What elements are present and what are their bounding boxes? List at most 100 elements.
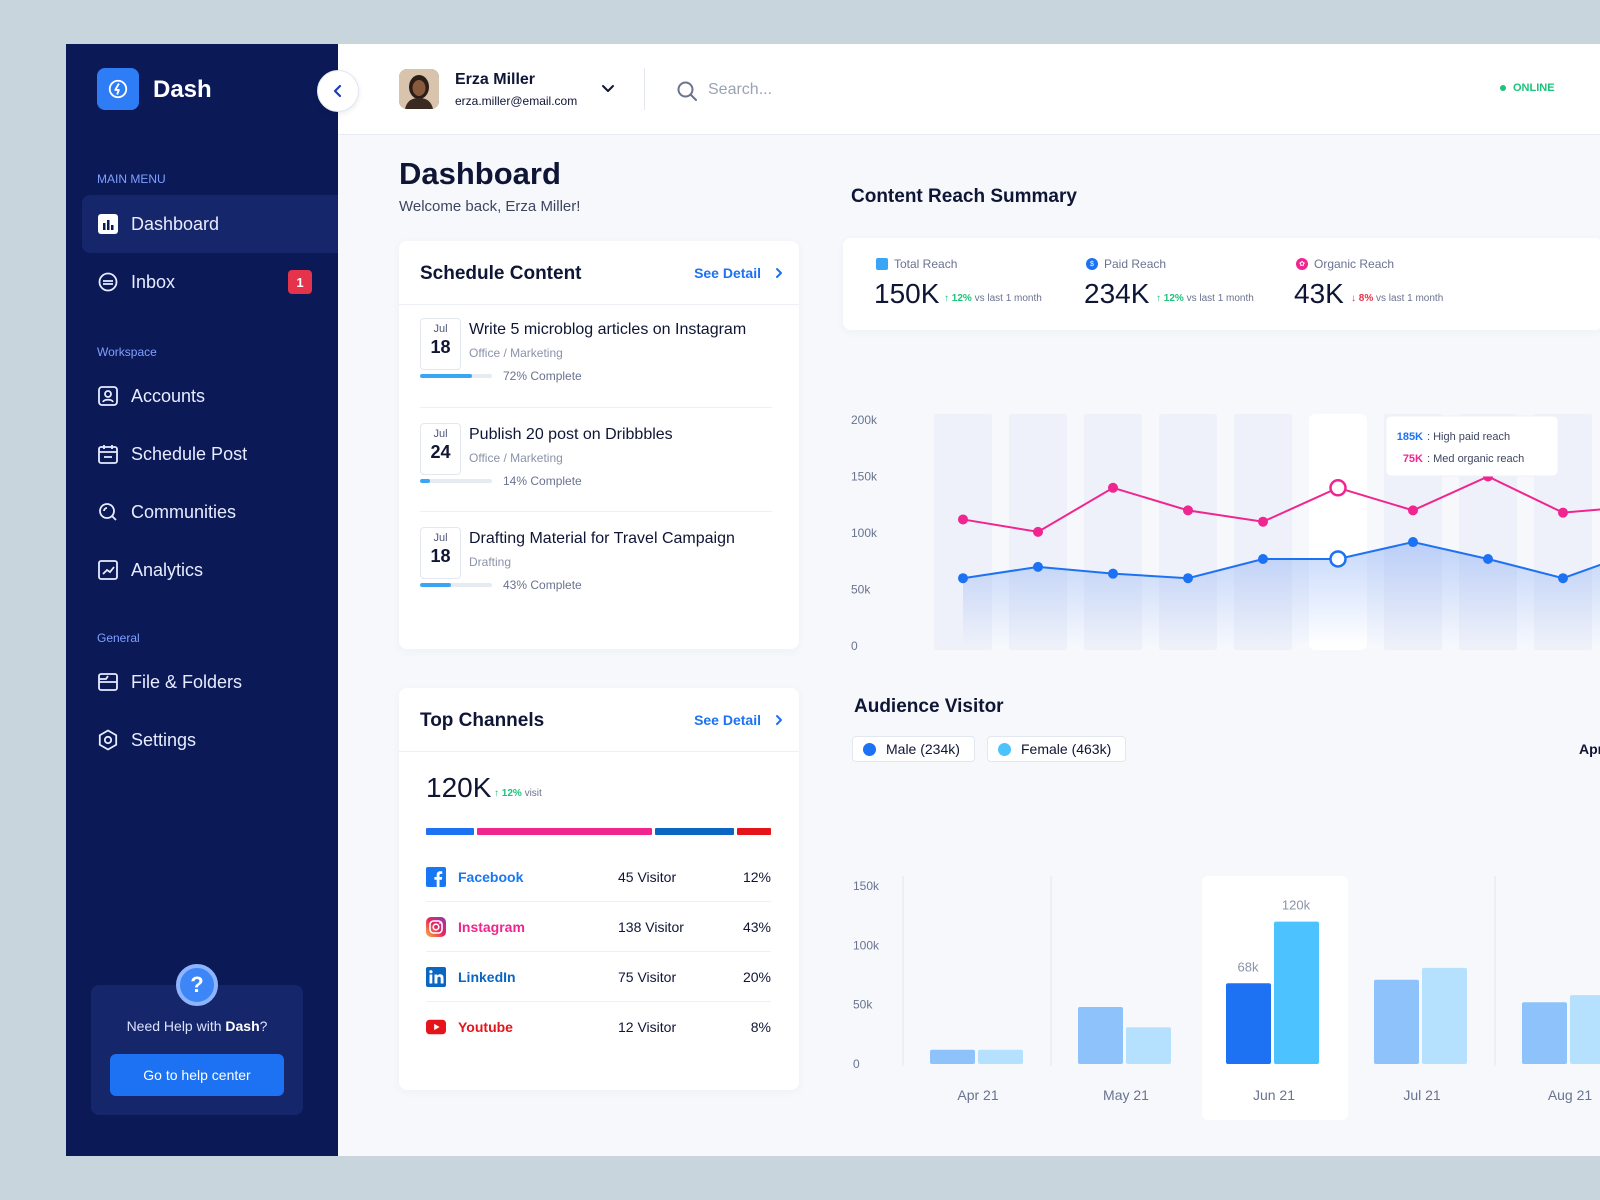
task-progress-label: 72% Complete bbox=[503, 369, 582, 383]
channel-visitors: 45 Visitor bbox=[618, 868, 677, 885]
share-segment-instagram bbox=[477, 828, 652, 835]
channel-row-instagram[interactable]: Instagram 138 Visitor 43% bbox=[426, 902, 771, 952]
legend-male[interactable]: Male (234k) bbox=[852, 736, 975, 762]
task-progress-label: 43% Complete bbox=[503, 578, 582, 592]
schedule-task[interactable]: Jul 18 Drafting Material for Travel Campa… bbox=[420, 527, 772, 629]
sidebar-item-communities[interactable]: Communities bbox=[82, 483, 338, 541]
stat-value: 234K bbox=[1084, 278, 1150, 309]
y-tick-label: 50k bbox=[853, 998, 873, 1012]
paid-reach-icon: $ bbox=[1086, 258, 1098, 270]
sidebar: Dash MAIN MENU Dashboard Inbox 1 Workspa… bbox=[66, 44, 338, 1156]
data-point bbox=[1258, 516, 1268, 527]
chevron-down-icon[interactable] bbox=[600, 80, 616, 96]
sidebar-item-label: Communities bbox=[131, 501, 237, 522]
tooltip-value: 75K bbox=[1403, 453, 1423, 465]
sidebar-item-label: Schedule Post bbox=[131, 443, 248, 464]
sidebar-item-label: Inbox bbox=[131, 271, 176, 292]
bar-data-label: 68k bbox=[1238, 959, 1259, 974]
share-segment-youtube bbox=[736, 828, 772, 835]
y-tick-label: 150k bbox=[853, 879, 880, 893]
channel-pct: 20% bbox=[742, 968, 771, 985]
sidebar-item-label: Accounts bbox=[131, 385, 206, 406]
inbox-icon bbox=[97, 271, 119, 293]
task-category: Office / Marketing bbox=[469, 451, 563, 465]
task-date: Jul 18 bbox=[420, 527, 461, 579]
main-menu-label: MAIN MENU bbox=[97, 172, 166, 186]
sidebar-item-accounts[interactable]: Accounts bbox=[82, 367, 338, 425]
y-tick-label: 0 bbox=[851, 639, 858, 653]
search-circle-icon bbox=[97, 501, 119, 523]
legend-female[interactable]: Female (463k) bbox=[987, 736, 1127, 762]
sidebar-item-dashboard[interactable]: Dashboard bbox=[82, 195, 338, 253]
calendar-icon bbox=[97, 443, 119, 465]
stat-change: ↑ 12% vs last 1 month bbox=[1156, 293, 1254, 304]
sidebar-item-settings[interactable]: Settings bbox=[82, 711, 338, 769]
data-point bbox=[1033, 526, 1043, 537]
sidebar-item-inbox[interactable]: Inbox 1 bbox=[82, 253, 338, 311]
sidebar-item-schedule-post[interactable]: Schedule Post bbox=[82, 425, 338, 483]
organic-reach-icon: ✿ bbox=[1296, 258, 1308, 270]
data-point bbox=[958, 514, 968, 525]
card-divider bbox=[399, 751, 799, 752]
gear-icon bbox=[97, 729, 119, 751]
collapse-sidebar-button[interactable] bbox=[317, 70, 359, 112]
line-chart-icon bbox=[97, 559, 119, 581]
total-reach-icon bbox=[876, 258, 888, 270]
stat-label: ✿ Organic Reach bbox=[1296, 257, 1394, 271]
x-tick-label: Jun 21 bbox=[1253, 1087, 1295, 1103]
channel-pct: 12% bbox=[742, 868, 771, 885]
card-title: Schedule Content bbox=[420, 263, 582, 284]
task-progress-bar bbox=[420, 583, 492, 587]
channel-name: Youtube bbox=[458, 1019, 513, 1035]
youtube-icon bbox=[426, 1017, 446, 1037]
y-tick-label: 100k bbox=[851, 526, 878, 540]
channel-name: Instagram bbox=[458, 918, 525, 935]
data-point bbox=[1108, 568, 1118, 579]
channel-visitors: 12 Visitor bbox=[618, 1019, 677, 1035]
user-square-icon bbox=[97, 385, 119, 407]
search-icon bbox=[676, 80, 698, 102]
instagram-icon bbox=[426, 916, 446, 937]
chevron-right-icon bbox=[776, 268, 782, 278]
reach-stats-card: Total Reach 150K ↑ 12% vs last 1 month $… bbox=[843, 238, 1600, 330]
channel-row-facebook[interactable]: Facebook 45 Visitor 12% bbox=[426, 852, 771, 902]
sidebar-item-analytics[interactable]: Analytics bbox=[82, 541, 338, 599]
chevron-right-icon bbox=[776, 715, 782, 725]
channels-total: 120K bbox=[426, 772, 492, 803]
bar-male bbox=[1374, 979, 1419, 1064]
schedule-task[interactable]: Jul 18 Write 5 microblog articles on Inst… bbox=[420, 318, 772, 420]
blue-series-area bbox=[963, 542, 1600, 646]
see-detail-link[interactable]: See Detail bbox=[694, 265, 785, 281]
tooltip-value: 185K bbox=[1397, 431, 1423, 443]
chevron-left-icon bbox=[333, 84, 342, 98]
channel-row-youtube[interactable]: Youtube 12 Visitor 8% bbox=[426, 1002, 771, 1052]
schedule-task[interactable]: Jul 24 Publish 20 post on Dribbbles Offic… bbox=[420, 423, 772, 525]
avatar[interactable] bbox=[399, 69, 439, 109]
search-input[interactable] bbox=[708, 76, 1008, 104]
bar-female bbox=[1422, 967, 1467, 1064]
y-tick-label: 50k bbox=[851, 583, 871, 597]
channel-row-linkedin[interactable]: LinkedIn 75 Visitor 20% bbox=[426, 952, 771, 1002]
share-segment-linkedin bbox=[654, 828, 734, 835]
see-detail-link[interactable]: See Detail bbox=[694, 712, 785, 728]
audience-bar-chart: 150k 100k 50k 0 Apr 21 May 21 Jun 21 Jul 21 Aug … bbox=[853, 876, 1600, 1120]
help-center-button[interactable]: Go to help center bbox=[110, 1054, 284, 1096]
user-email: erza.miller@email.com bbox=[455, 94, 578, 108]
help-text: Need Help with Dash? bbox=[126, 1018, 268, 1034]
bar-male bbox=[1226, 983, 1271, 1064]
status-dot bbox=[1500, 85, 1506, 91]
sidebar-item-files[interactable]: File & Folders bbox=[82, 653, 338, 711]
chart-tooltip bbox=[1385, 415, 1559, 477]
audience-filter[interactable]: Apr bbox=[1579, 741, 1600, 757]
page-title: Dashboard bbox=[399, 156, 561, 191]
task-title: Publish 20 post on Dribbbles bbox=[469, 426, 673, 443]
bar-female bbox=[1570, 995, 1600, 1064]
data-point bbox=[1408, 537, 1418, 548]
inbox-badge: 1 bbox=[288, 270, 312, 294]
bar-male bbox=[1522, 1002, 1567, 1064]
stat-value: 150K bbox=[874, 278, 940, 309]
y-tick-label: 200k bbox=[851, 413, 878, 427]
sidebar-item-label: File & Folders bbox=[131, 671, 243, 692]
brand-name: Dash bbox=[153, 76, 212, 103]
data-point bbox=[1183, 573, 1193, 584]
